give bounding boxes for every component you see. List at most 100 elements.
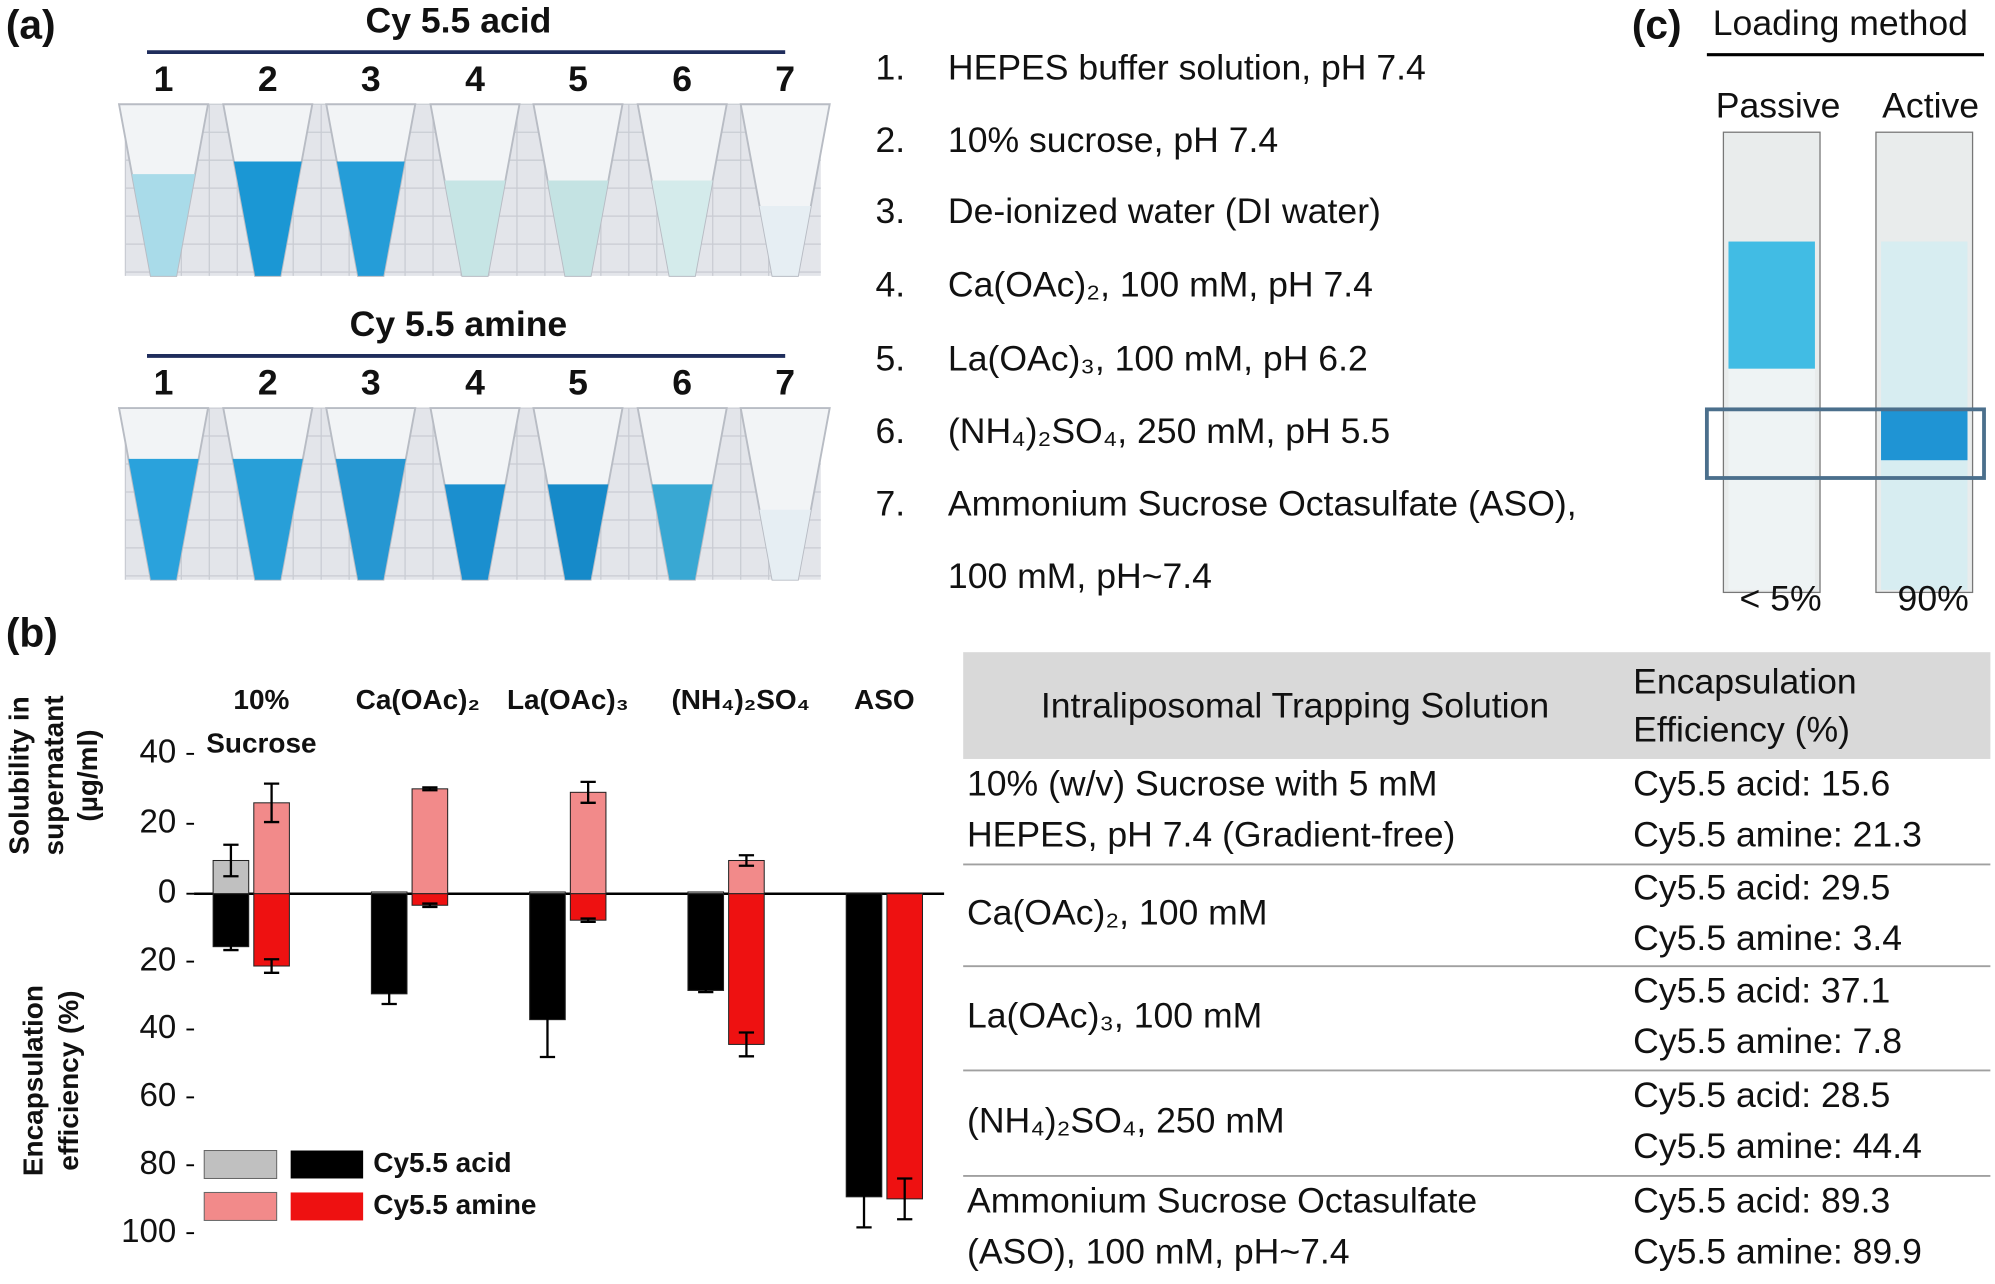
list-number: 1. [875, 47, 905, 87]
tube-liquid [651, 484, 713, 580]
tube-liquid [547, 484, 609, 580]
table-cell: Cy5.5 acid: 15.6 [1633, 764, 1890, 804]
y-tick-label: 0 [158, 873, 176, 910]
tube-liquid [335, 458, 406, 580]
highlight-box [1704, 407, 1986, 480]
tube-liquid [233, 161, 302, 276]
list-number: 3. [875, 191, 905, 231]
list-text: Ammonium Sucrose Octasulfate (ASO), [948, 483, 1577, 523]
list-number: 7. [875, 483, 905, 523]
tube-liquid [444, 484, 506, 580]
table-header: Efficiency (%) [1633, 710, 1850, 750]
y-axis-title: supernatant [38, 695, 69, 855]
tube-number: 7 [775, 363, 795, 403]
table-cell: Cy5.5 acid: 29.5 [1633, 867, 1890, 907]
tube-number: 3 [361, 363, 381, 403]
error-bar [738, 854, 755, 867]
panel-label: (c) [1632, 2, 1682, 48]
tube-liquid [759, 205, 811, 276]
error-bar [580, 917, 596, 924]
list-number: 6. [875, 411, 905, 451]
table-cell: (ASO), 100 mM, pH~7.4 [967, 1232, 1350, 1272]
group-title: Cy 5.5 amine [350, 304, 568, 344]
table-cell: Cy5.5 acid: 28.5 [1633, 1075, 1890, 1115]
tube-number: 4 [465, 363, 485, 403]
legend-label: Cy5.5 amine [373, 1189, 536, 1220]
tube-liquid [444, 180, 506, 276]
tube-number: 1 [154, 59, 174, 99]
error-bar [263, 958, 280, 974]
efficiency-bar [886, 893, 924, 1200]
error-bar [422, 786, 438, 792]
efficiency-bar [212, 893, 250, 948]
table-cell: Cy5.5 amine: 21.3 [1633, 815, 1922, 855]
error-bar [223, 843, 239, 878]
table-cell: Cy5.5 amine: 7.8 [1633, 1021, 1902, 1061]
error-bar [539, 981, 556, 1059]
tube-number: 6 [672, 59, 692, 99]
y2-tick-label: 100 [121, 1213, 176, 1250]
list-number: 4. [875, 265, 905, 305]
efficiency-bar [845, 893, 883, 1198]
table-cell: HEPES, pH 7.4 (Gradient-free) [967, 815, 1455, 855]
list-number: 5. [875, 338, 905, 378]
column-band [1728, 241, 1815, 369]
list-number: 2. [875, 120, 905, 160]
tube-liquid [336, 161, 405, 276]
tube-number: 6 [672, 363, 692, 403]
error-bar [263, 782, 280, 824]
error-bar [422, 902, 438, 909]
column-label: Passive [1716, 85, 1841, 125]
error-bar [738, 1031, 755, 1058]
y-axis-title: (µg/ml) [72, 729, 103, 821]
table-cell: Ammonium Sucrose Octasulfate [967, 1181, 1477, 1221]
legend-swatch [203, 1191, 278, 1221]
tube-number: 7 [775, 59, 795, 99]
column-band [1881, 409, 1968, 461]
panel-label: (a) [6, 2, 56, 48]
list-text: La(OAc)₃, 100 mM, pH 6.2 [948, 338, 1368, 378]
solubility-bar [411, 788, 449, 895]
tube-number: 5 [568, 59, 588, 99]
efficiency-bar [569, 893, 607, 921]
tube-liquid [547, 180, 609, 276]
y2-tick-label: 20 [139, 941, 176, 978]
list-text: 10% sucrose, pH 7.4 [948, 120, 1278, 160]
category-label: ASO [854, 684, 915, 715]
y2-tick-label: 80 [139, 1145, 176, 1182]
table-cell: Cy5.5 amine: 44.4 [1633, 1126, 1922, 1166]
tube-liquid [128, 458, 199, 580]
tube-number: 2 [258, 59, 278, 99]
list-text: HEPES buffer solution, pH 7.4 [948, 47, 1426, 87]
efficiency-bar [370, 893, 408, 995]
table-cell: Ca(OAc)₂, 100 mM [967, 893, 1267, 933]
error-bar [698, 987, 714, 994]
tube-liquid [131, 174, 196, 276]
tube-liquid [232, 458, 303, 580]
y2-tick-label: 60 [139, 1077, 176, 1114]
tube-number: 5 [568, 363, 588, 403]
legend-swatch [203, 1150, 278, 1179]
category-label: La(OAc)₃ [507, 684, 629, 715]
y2-axis-title: Encapsulation [18, 985, 49, 1176]
y-axis-title: Solubility in [4, 696, 35, 854]
list-text: Ca(OAc)₂, 100 mM, pH 7.4 [948, 265, 1373, 305]
tube-liquid [759, 509, 811, 580]
tube-liquid [651, 180, 713, 276]
efficiency-bar [687, 893, 725, 991]
category-label: Ca(OAc)₂ [356, 684, 480, 715]
y2-tick-label: 40 [139, 1009, 176, 1046]
tube-number: 1 [154, 363, 174, 403]
category-label: (NH₄)₂SO₄ [671, 684, 809, 715]
tube-number: 2 [258, 363, 278, 403]
column-label: Active [1882, 85, 1979, 125]
list-text: De-ionized water (DI water) [948, 191, 1381, 231]
legend-swatch [290, 1192, 364, 1221]
panel-label: (b) [6, 609, 58, 655]
panel-title: Loading method [1713, 3, 1968, 43]
error-bar [897, 1177, 913, 1221]
category-label: Sucrose [206, 727, 316, 758]
result-label: 90% [1898, 579, 1969, 619]
result-label: < 5% [1740, 579, 1822, 619]
